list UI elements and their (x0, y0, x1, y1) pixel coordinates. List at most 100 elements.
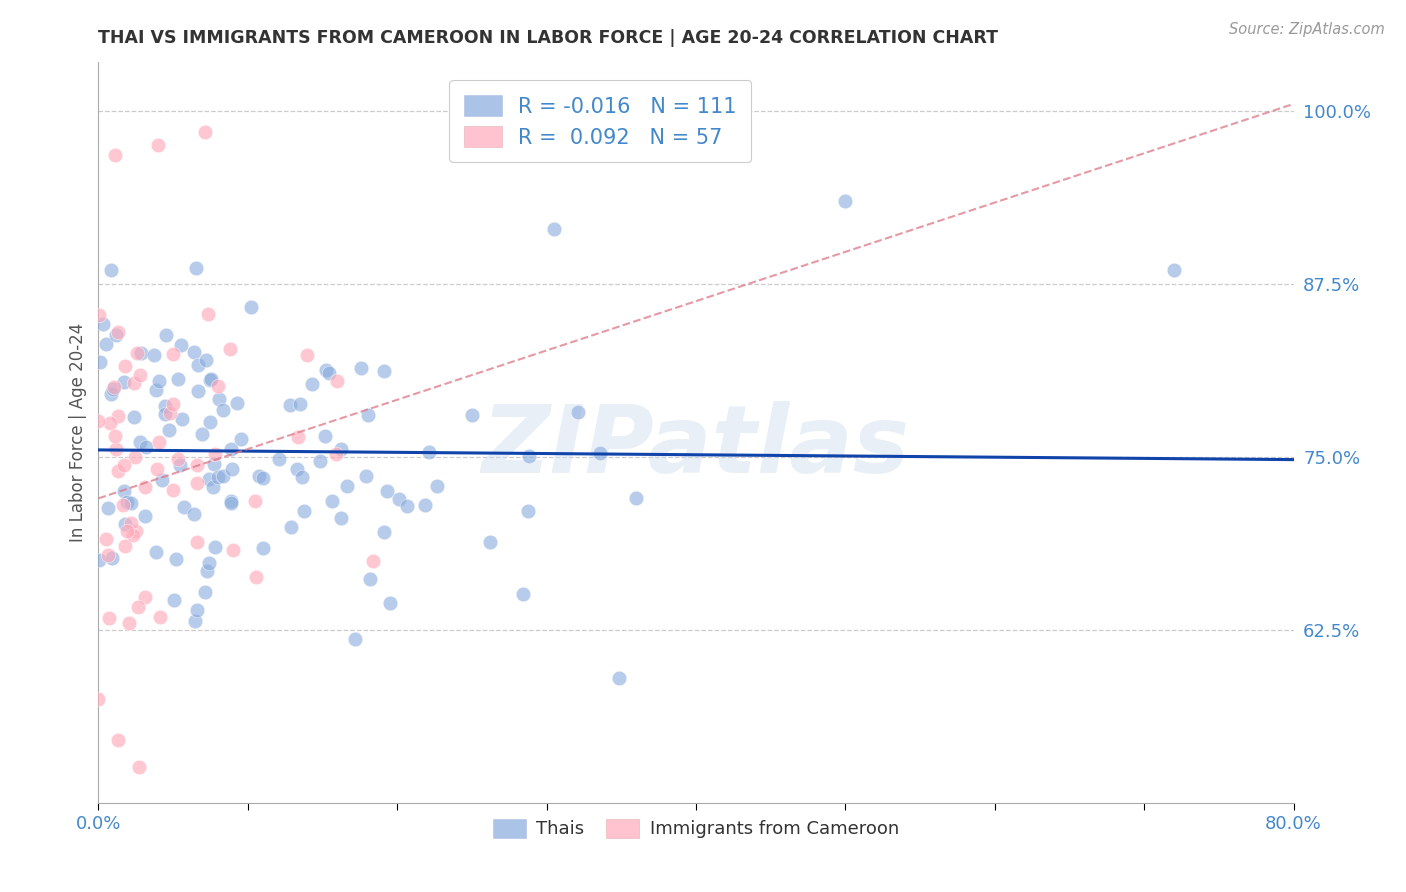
Point (97, 611, 120, 625)
Point (222, 543, 245, 558)
Point (107, 464, 129, 478)
Point (166, 451, 188, 466)
Point (326, 375, 349, 389)
Point (186, 261, 208, 276)
Point (112, 484, 135, 499)
Point (114, 516, 136, 531)
Point (122, 410, 145, 425)
Point (148, 138, 170, 153)
Point (128, 435, 150, 450)
Point (98, 417, 121, 431)
Point (148, 434, 170, 449)
Point (218, 342, 240, 356)
Point (478, 535, 501, 549)
Point (149, 609, 172, 624)
Point (146, 462, 169, 476)
Point (94, 337, 117, 351)
Point (114, 539, 136, 553)
Point (325, 447, 347, 461)
Point (101, 550, 124, 565)
Point (124, 450, 146, 465)
Point (195, 564, 218, 578)
Point (226, 395, 249, 409)
Point (252, 471, 274, 485)
Point (212, 402, 235, 417)
Point (107, 325, 129, 339)
Point (112, 499, 135, 513)
Point (159, 406, 181, 420)
Point (229, 432, 252, 446)
Point (329, 511, 352, 525)
Point (280, 398, 302, 412)
Point (101, 382, 124, 396)
Point (517, 449, 540, 463)
Point (125, 346, 148, 360)
Point (153, 407, 176, 421)
Point (607, 671, 630, 685)
Point (198, 374, 221, 388)
Point (211, 469, 233, 483)
Point (373, 364, 395, 378)
Point (359, 573, 381, 587)
Point (204, 540, 226, 554)
Point (239, 300, 262, 314)
Point (461, 408, 484, 422)
Point (155, 328, 177, 343)
Point (343, 632, 366, 646)
Point (1163, 263, 1185, 277)
Point (115, 495, 138, 509)
Point (186, 475, 208, 490)
Point (208, 392, 231, 406)
Point (135, 440, 157, 454)
Point (162, 483, 184, 497)
Point (291, 469, 314, 483)
Point (129, 368, 152, 383)
Point (350, 360, 373, 375)
Point (287, 430, 309, 444)
Point (125, 524, 148, 538)
Point (373, 524, 395, 539)
Point (170, 412, 193, 426)
Point (315, 363, 337, 377)
Point (252, 541, 274, 555)
Point (104, 327, 127, 342)
Point (321, 494, 343, 508)
Point (202, 480, 225, 494)
Point (295, 348, 318, 362)
Point (118, 615, 141, 630)
Point (173, 500, 195, 515)
Point (157, 423, 180, 437)
Point (89, 355, 111, 369)
Point (197, 556, 219, 570)
Point (87, 309, 110, 323)
Legend: Thais, Immigrants from Cameroon: Thais, Immigrants from Cameroon (486, 812, 905, 846)
Point (426, 479, 449, 493)
Point (543, 221, 565, 235)
Point (219, 442, 242, 456)
Point (121, 528, 143, 542)
Point (87, 553, 110, 567)
Point (122, 376, 145, 390)
Point (153, 400, 176, 414)
Point (115, 524, 138, 538)
Point (97, 548, 120, 562)
Point (163, 593, 186, 607)
Point (166, 552, 188, 566)
Point (191, 427, 214, 442)
Point (120, 516, 142, 530)
Point (301, 377, 323, 392)
Point (318, 366, 340, 380)
Point (195, 353, 218, 368)
Point (170, 338, 193, 352)
Point (194, 125, 217, 139)
Point (107, 733, 129, 747)
Point (413, 498, 436, 512)
Point (624, 491, 647, 505)
Point (152, 473, 174, 487)
Point (94, 532, 117, 546)
Point (219, 496, 242, 510)
Point (91, 317, 114, 331)
Point (104, 429, 127, 443)
Point (169, 458, 191, 472)
Point (309, 454, 332, 468)
